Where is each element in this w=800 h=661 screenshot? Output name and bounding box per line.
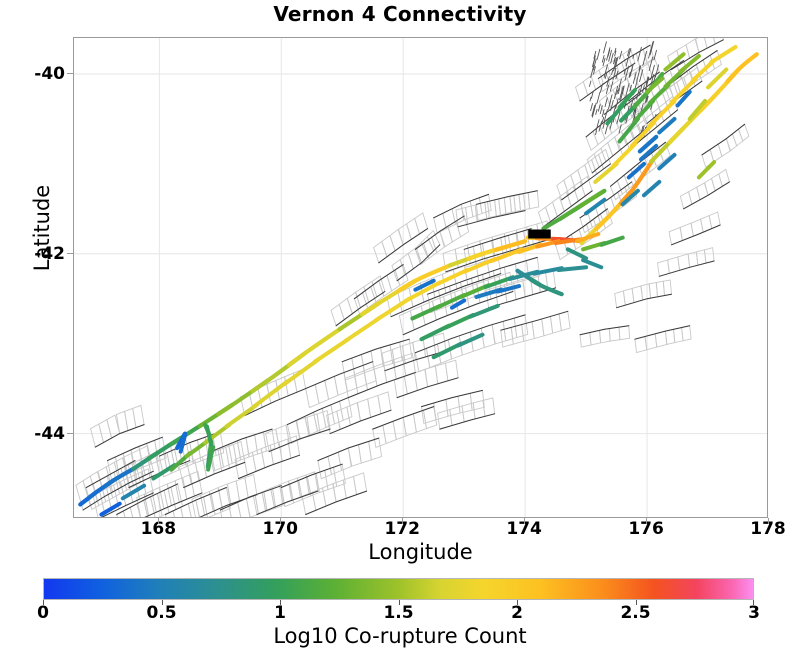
x-tick-label: 170: [262, 519, 299, 539]
x-axis-label: Longitude: [368, 540, 473, 564]
y-tick-label: -44: [34, 423, 65, 444]
colorbar-label: Log10 Co-rupture Count: [273, 624, 527, 648]
rupture-alpine-fault-central: [131, 422, 205, 472]
colorbar-tick-mark: [635, 600, 637, 605]
x-tick-label: 174: [506, 519, 542, 539]
fault-map-svg: [74, 38, 767, 517]
colorbar-tick-label: 0.5: [146, 603, 177, 623]
colorbar-tick-label: 1.5: [383, 603, 414, 623]
rupture-north-island-green-1: [619, 71, 665, 123]
rupture-hope-fault: [447, 239, 528, 268]
y-tick-label: -40: [34, 63, 65, 84]
colorbar-tick-mark: [753, 600, 754, 605]
colorbar-tick-mark: [398, 600, 400, 605]
x-tick-label: 178: [750, 519, 786, 539]
x-tick-mark: [158, 518, 160, 524]
colorbar: [43, 578, 754, 600]
x-tick-mark: [402, 518, 404, 524]
x-tick-mark: [280, 518, 282, 524]
colorbar-gradient: [43, 578, 754, 600]
rupture-alpine-hope-link: [337, 262, 455, 332]
colorbar-tick-label: 2.5: [620, 603, 651, 623]
y-tick-mark: [67, 432, 73, 434]
colorbar-tick-label: 3: [748, 603, 760, 623]
colorbar-tick-mark: [161, 600, 163, 605]
rupture-north-island-blue-1: [637, 134, 659, 154]
gridlines: [74, 38, 767, 517]
x-tick-label: 168: [140, 519, 177, 539]
rupture-hikurangi-margin: [648, 52, 759, 164]
chart-title: Vernon 4 Connectivity: [273, 2, 527, 26]
map-plot-area: [73, 37, 768, 518]
colorbar-tick-mark: [43, 600, 44, 605]
x-tick-label: 172: [384, 519, 420, 539]
y-tick-mark: [67, 252, 73, 254]
rupture-kaikoura-teal: [515, 268, 564, 297]
x-tick-mark: [524, 518, 526, 524]
colorbar-tick-label: 0: [37, 603, 49, 623]
colorbar-tick-label: 2: [511, 603, 523, 623]
y-tick-label: -42: [34, 243, 65, 264]
x-tick-mark: [768, 518, 769, 524]
colorbar-tick-label: 1: [274, 603, 286, 623]
x-tick-mark: [646, 518, 648, 524]
x-tick-label: 176: [628, 519, 664, 539]
rupture-alpine-fault-sw: [78, 465, 138, 507]
colorbar-tick-mark: [280, 600, 281, 605]
y-tick-mark: [67, 72, 73, 74]
colorbar-tick-mark: [517, 600, 518, 605]
y-axis-label: Latitude: [30, 184, 54, 272]
rupture-alpine-fault-ne: [197, 325, 345, 429]
